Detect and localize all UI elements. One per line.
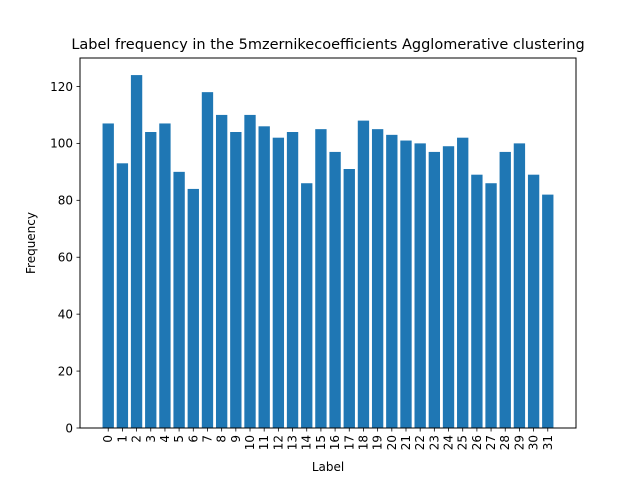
y-tick-label: 100 bbox=[50, 137, 73, 151]
y-tick-label: 120 bbox=[50, 80, 73, 94]
x-axis-label: Label bbox=[312, 460, 344, 474]
x-tick-label: 4 bbox=[158, 435, 172, 443]
bar-label-19 bbox=[371, 129, 384, 428]
bar-label-21 bbox=[400, 140, 412, 429]
x-tick-label: 23 bbox=[427, 435, 441, 450]
bar-label-7 bbox=[201, 92, 214, 429]
bar-label-6 bbox=[187, 188, 199, 428]
x-tick-label: 17 bbox=[342, 435, 356, 450]
bar-label-9 bbox=[230, 132, 242, 428]
chart-title: Label frequency in the 5mzernikecoeffici… bbox=[71, 37, 584, 53]
bar-label-4 bbox=[159, 123, 171, 429]
y-tick-label: 40 bbox=[58, 307, 73, 321]
bars-group bbox=[102, 75, 554, 429]
x-tick-label: 26 bbox=[470, 435, 484, 450]
bar-label-23 bbox=[428, 151, 441, 429]
bar-label-18 bbox=[357, 120, 370, 429]
y-axis-ticks: 0 20 40 60 80 100 120 bbox=[50, 80, 80, 435]
x-tick-label: 15 bbox=[314, 435, 328, 450]
bar-label-27 bbox=[485, 183, 497, 428]
bar-label-0 bbox=[102, 123, 114, 429]
y-tick-label: 20 bbox=[58, 364, 73, 378]
x-tick-label: 27 bbox=[484, 435, 498, 450]
bar-label-11 bbox=[258, 126, 270, 428]
y-axis-label: Frequency bbox=[24, 212, 38, 274]
bar-label-15 bbox=[315, 129, 327, 428]
x-tick-label: 6 bbox=[186, 435, 200, 443]
x-tick-label: 31 bbox=[541, 435, 555, 450]
bar-label-25 bbox=[457, 137, 469, 428]
x-tick-label: 9 bbox=[229, 435, 243, 443]
x-tick-label: 13 bbox=[286, 435, 300, 450]
plot-frame bbox=[79, 57, 577, 429]
x-tick-label: 3 bbox=[144, 435, 158, 443]
bar-label-17 bbox=[343, 169, 355, 428]
bar-label-29 bbox=[513, 143, 526, 428]
y-tick-label: 80 bbox=[58, 194, 73, 208]
x-tick-label: 24 bbox=[442, 435, 456, 450]
bar-label-20 bbox=[386, 134, 398, 428]
bar-label-16 bbox=[329, 151, 341, 429]
x-tick-label: 28 bbox=[498, 435, 512, 450]
x-tick-label: 7 bbox=[200, 435, 214, 443]
x-tick-label: 2 bbox=[130, 435, 144, 443]
x-tick-label: 25 bbox=[456, 435, 470, 450]
x-tick-label: 1 bbox=[115, 435, 129, 443]
x-axis-ticks: 0 1 2 3 4 5 6 7 8 9 10 11 12 13 14 15 16 17 18 19 20 21 22 23 24… bbox=[101, 428, 555, 450]
x-tick-label: 19 bbox=[371, 435, 385, 450]
bar-label-13 bbox=[286, 132, 299, 428]
x-tick-label: 29 bbox=[512, 435, 526, 450]
x-tick-label: 18 bbox=[356, 435, 370, 450]
x-tick-label: 22 bbox=[413, 435, 427, 450]
x-tick-label: 20 bbox=[385, 435, 399, 450]
bar-label-28 bbox=[499, 151, 511, 429]
y-tick-label: 60 bbox=[58, 251, 73, 265]
x-tick-label: 10 bbox=[243, 435, 257, 450]
bar-label-2 bbox=[130, 75, 143, 428]
bar-label-10 bbox=[244, 114, 256, 429]
x-tick-label: 8 bbox=[215, 435, 229, 443]
x-tick-label: 5 bbox=[172, 435, 186, 443]
x-tick-label: 0 bbox=[101, 435, 115, 443]
bar-label-3 bbox=[145, 132, 157, 428]
x-tick-label: 16 bbox=[328, 435, 342, 450]
x-tick-label: 30 bbox=[527, 435, 541, 450]
bar-label-30 bbox=[527, 174, 540, 428]
bar-label-22 bbox=[414, 143, 426, 428]
bar-label-8 bbox=[215, 114, 228, 429]
bar-label-12 bbox=[272, 137, 285, 428]
bar-label-24 bbox=[442, 146, 455, 429]
x-tick-label: 11 bbox=[257, 435, 271, 450]
bar-label-26 bbox=[471, 174, 483, 428]
bar-label-31 bbox=[542, 194, 554, 428]
x-tick-label: 21 bbox=[399, 435, 413, 450]
bar-label-14 bbox=[301, 183, 313, 428]
x-tick-label: 14 bbox=[300, 435, 314, 450]
bar-label-5 bbox=[173, 171, 185, 428]
bar-label-1 bbox=[116, 163, 129, 428]
x-tick-label: 12 bbox=[271, 435, 285, 450]
y-tick-label: 0 bbox=[65, 421, 73, 435]
